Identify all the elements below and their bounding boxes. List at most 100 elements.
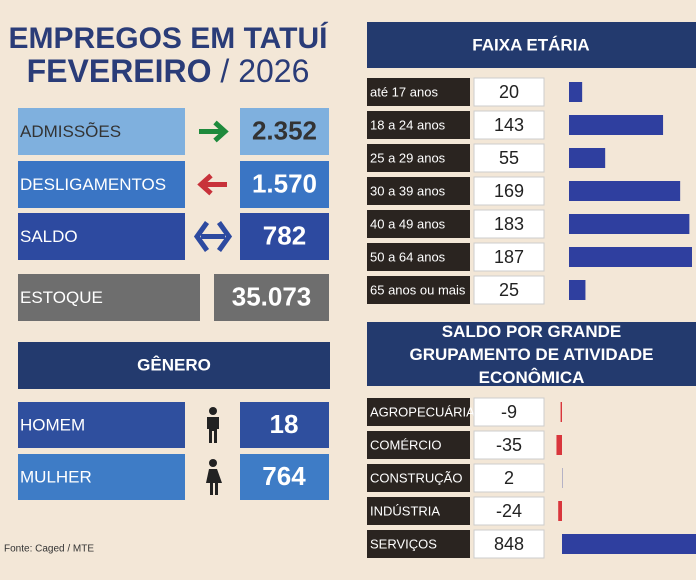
value-bg (240, 108, 329, 155)
summary-value: 782 (263, 220, 306, 250)
value-bg (473, 176, 545, 206)
value-label: 20 (499, 82, 519, 102)
value-label: 169 (494, 181, 524, 201)
gender-title: GÊNERO (137, 355, 211, 374)
bar (569, 280, 586, 300)
category-bg (367, 243, 470, 271)
arrow-icon (193, 221, 233, 252)
person-head (209, 407, 217, 415)
category-bg (367, 464, 470, 492)
label-bg (18, 161, 185, 208)
gender-value: 764 (262, 461, 306, 491)
value-label: -9 (501, 402, 517, 422)
value-bg (473, 463, 545, 493)
label-bg (18, 108, 185, 155)
category-bg (367, 398, 470, 426)
gender-value: 18 (270, 409, 299, 439)
person-head (209, 459, 217, 467)
gender-header-bg (18, 342, 330, 389)
value-bg (473, 242, 545, 272)
summary-value: 1.570 (252, 168, 317, 198)
bar (569, 181, 681, 201)
category-label: até 17 anos (370, 84, 438, 99)
bar (558, 501, 562, 521)
category-label: CONSTRUÇÃO (370, 470, 462, 485)
category-label: 25 a 29 anos (370, 150, 446, 165)
year: / 2026 (220, 53, 309, 89)
value-bg (473, 110, 545, 140)
bar (556, 435, 562, 455)
value-label: 55 (499, 148, 519, 168)
summary-label: ESTOQUE (20, 288, 103, 307)
category-bg (367, 78, 470, 106)
value-bg (473, 275, 545, 305)
value-bg (240, 213, 329, 260)
category-bg (367, 497, 470, 525)
category-label: 30 a 39 anos (370, 183, 446, 198)
category-bg (367, 177, 470, 205)
bar (569, 214, 690, 234)
source: Fonte: Caged / MTE (4, 544, 94, 555)
age-header-bg (367, 22, 696, 68)
value-bg (473, 529, 545, 559)
value-bg (240, 161, 329, 208)
bar (569, 115, 664, 135)
value-label: 187 (494, 247, 524, 267)
value-label: 143 (494, 115, 524, 135)
bar (569, 148, 606, 168)
age-title: FAIXA ETÁRIA (472, 35, 589, 54)
bar (560, 402, 562, 422)
value-label: -35 (496, 435, 522, 455)
value-bg (473, 209, 545, 239)
value-label: 183 (494, 214, 524, 234)
label-bg (18, 274, 200, 321)
category-bg (367, 111, 470, 139)
category-label: 18 a 24 anos (370, 117, 446, 132)
value-bg (473, 143, 545, 173)
category-bg (367, 276, 470, 304)
bar (562, 534, 696, 554)
category-label: COMÉRCIO (370, 437, 442, 452)
value-label: 25 (499, 280, 519, 300)
label-bg (18, 402, 185, 448)
value-bg (240, 402, 329, 448)
category-label: 40 a 49 anos (370, 216, 446, 231)
category-label: AGROPECUÁRIA (370, 404, 475, 419)
label-bg (18, 213, 185, 260)
value-bg (473, 77, 545, 107)
value-bg (214, 274, 329, 321)
category-label: SERVIÇOS (370, 536, 437, 551)
category-label: 50 a 64 anos (370, 249, 446, 264)
month: FEVEREIRO (27, 53, 212, 89)
arrow-icon (199, 120, 229, 143)
person-body (206, 469, 222, 495)
gender-label: MULHER (20, 467, 92, 486)
summary-label: ADMISSÕES (20, 122, 121, 141)
summary-value: 2.352 (252, 115, 317, 145)
gender-label: HOMEM (20, 415, 85, 434)
value-bg (473, 430, 545, 460)
person-body (207, 417, 219, 443)
category-bg (367, 144, 470, 172)
category-label: 65 anos ou mais (370, 282, 466, 297)
bar (569, 82, 583, 102)
value-bg (240, 454, 329, 500)
summary-label: DESLIGAMENTOS (20, 175, 166, 194)
category-label: INDÚSTRIA (370, 503, 440, 518)
sector-header-bg (367, 322, 696, 386)
subtitle: FEVEREIRO / 2026 (27, 53, 310, 89)
label-bg (18, 454, 185, 500)
category-bg (367, 431, 470, 459)
category-bg (367, 530, 470, 558)
arrow-icon (197, 173, 227, 196)
summary-value: 35.073 (232, 281, 312, 311)
sector-title: SALDO POR GRANDE GRUPAMENTO DE ATIVIDADE… (409, 321, 654, 387)
summary-label: SALDO (20, 227, 78, 246)
category-bg (367, 210, 470, 238)
value-bg (473, 397, 545, 427)
value-bg (473, 496, 545, 526)
value-label: 2 (504, 468, 514, 488)
value-label: 848 (494, 534, 524, 554)
